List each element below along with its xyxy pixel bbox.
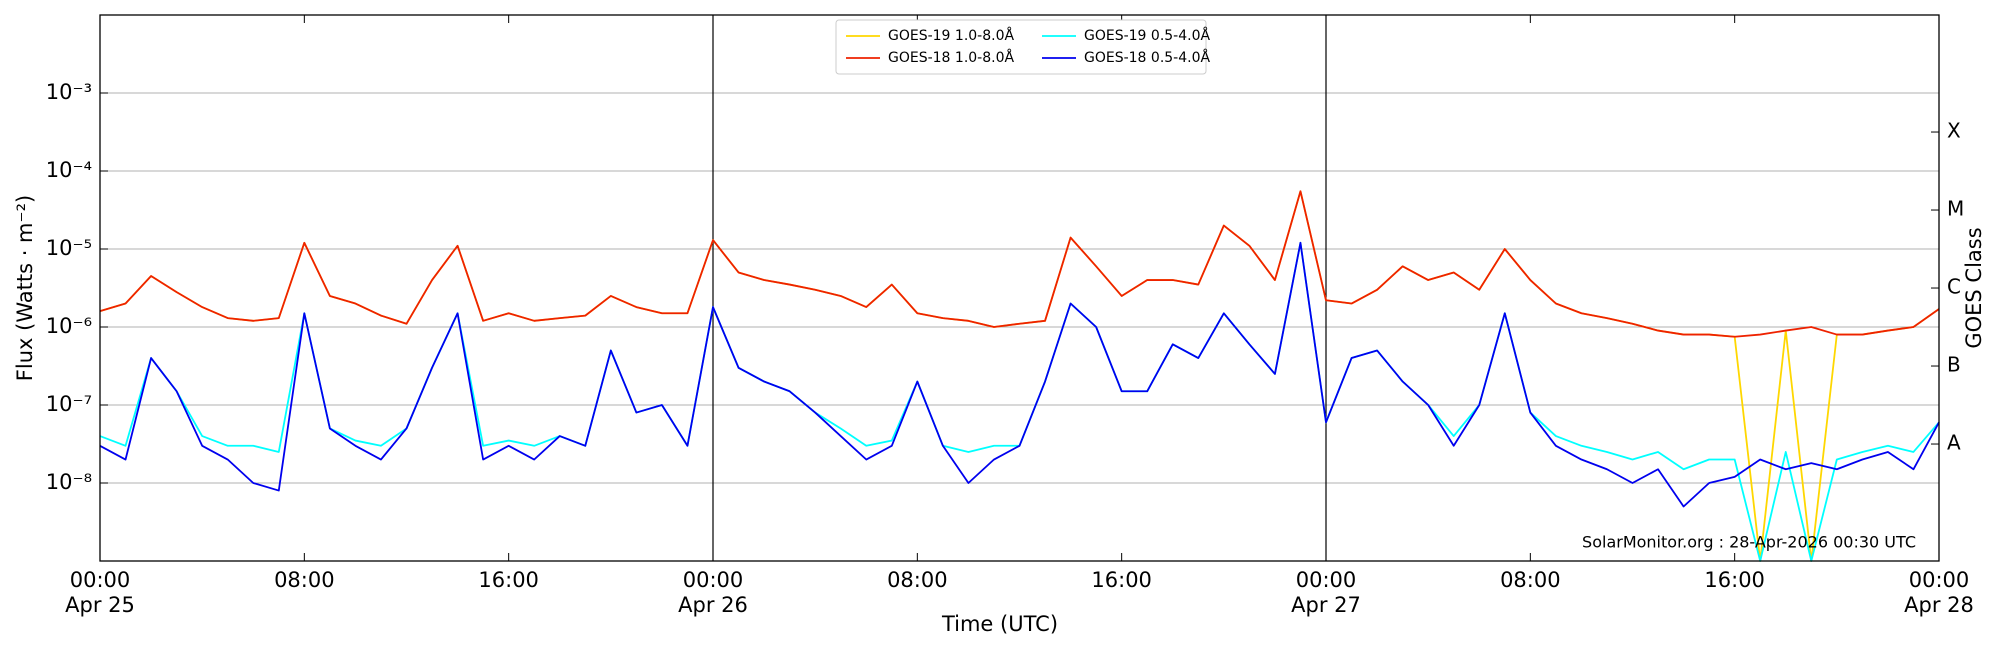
legend-label: GOES-19 1.0-8.0Å — [888, 27, 1014, 44]
x-tick-label: Apr 28 — [1904, 593, 1974, 617]
y-tick-label: 10⁻⁴ — [46, 158, 92, 182]
x-tick-label: 08:00 — [887, 568, 948, 592]
y2-tick-label: X — [1947, 119, 1961, 143]
y2-axis-label: GOES Class — [1962, 227, 1986, 348]
y-tick-label: 10⁻⁶ — [46, 314, 92, 338]
x-tick-label: 00:00 — [70, 568, 131, 592]
y2-tick-label: B — [1947, 353, 1961, 377]
x-axis-label: Time (UTC) — [941, 612, 1058, 636]
x-tick-label: 00:00 — [1296, 568, 1357, 592]
y-axis-label: Flux (Watts · m⁻²) — [13, 195, 37, 381]
x-tick-label: 08:00 — [274, 568, 335, 592]
x-tick-label: 16:00 — [1704, 568, 1765, 592]
series-line — [99, 241, 1940, 508]
series-line — [99, 190, 1940, 338]
legend-label: GOES-18 0.5-4.0Å — [1084, 49, 1210, 66]
annotation: SolarMonitor.org : 28-Apr-2026 00:30 UTC — [1582, 533, 1916, 552]
x-tick-label: Apr 27 — [1291, 593, 1361, 617]
y-tick-label: 10⁻⁸ — [46, 470, 92, 494]
y-tick-label: 10⁻⁵ — [46, 236, 92, 260]
y2-tick-label: M — [1947, 197, 1964, 221]
x-tick-label: 16:00 — [1091, 568, 1152, 592]
legend-label: GOES-18 1.0-8.0Å — [888, 49, 1014, 66]
x-tick-label: 00:00 — [1909, 568, 1970, 592]
y-tick-label: 10⁻³ — [46, 80, 92, 104]
legend-box — [835, 19, 1207, 75]
x-tick-label: 08:00 — [1500, 568, 1561, 592]
y2-tick-label: A — [1947, 431, 1961, 455]
legend-label: GOES-19 0.5-4.0Å — [1084, 27, 1210, 44]
y2-tick-label: C — [1947, 275, 1961, 299]
plot-frame — [99, 14, 1940, 562]
x-tick-label: Apr 26 — [678, 593, 748, 617]
x-tick-label: 00:00 — [683, 568, 744, 592]
x-tick-label: 16:00 — [478, 568, 539, 592]
y-tick-label: 10⁻⁷ — [46, 392, 92, 416]
x-tick-label: Apr 25 — [65, 593, 135, 617]
